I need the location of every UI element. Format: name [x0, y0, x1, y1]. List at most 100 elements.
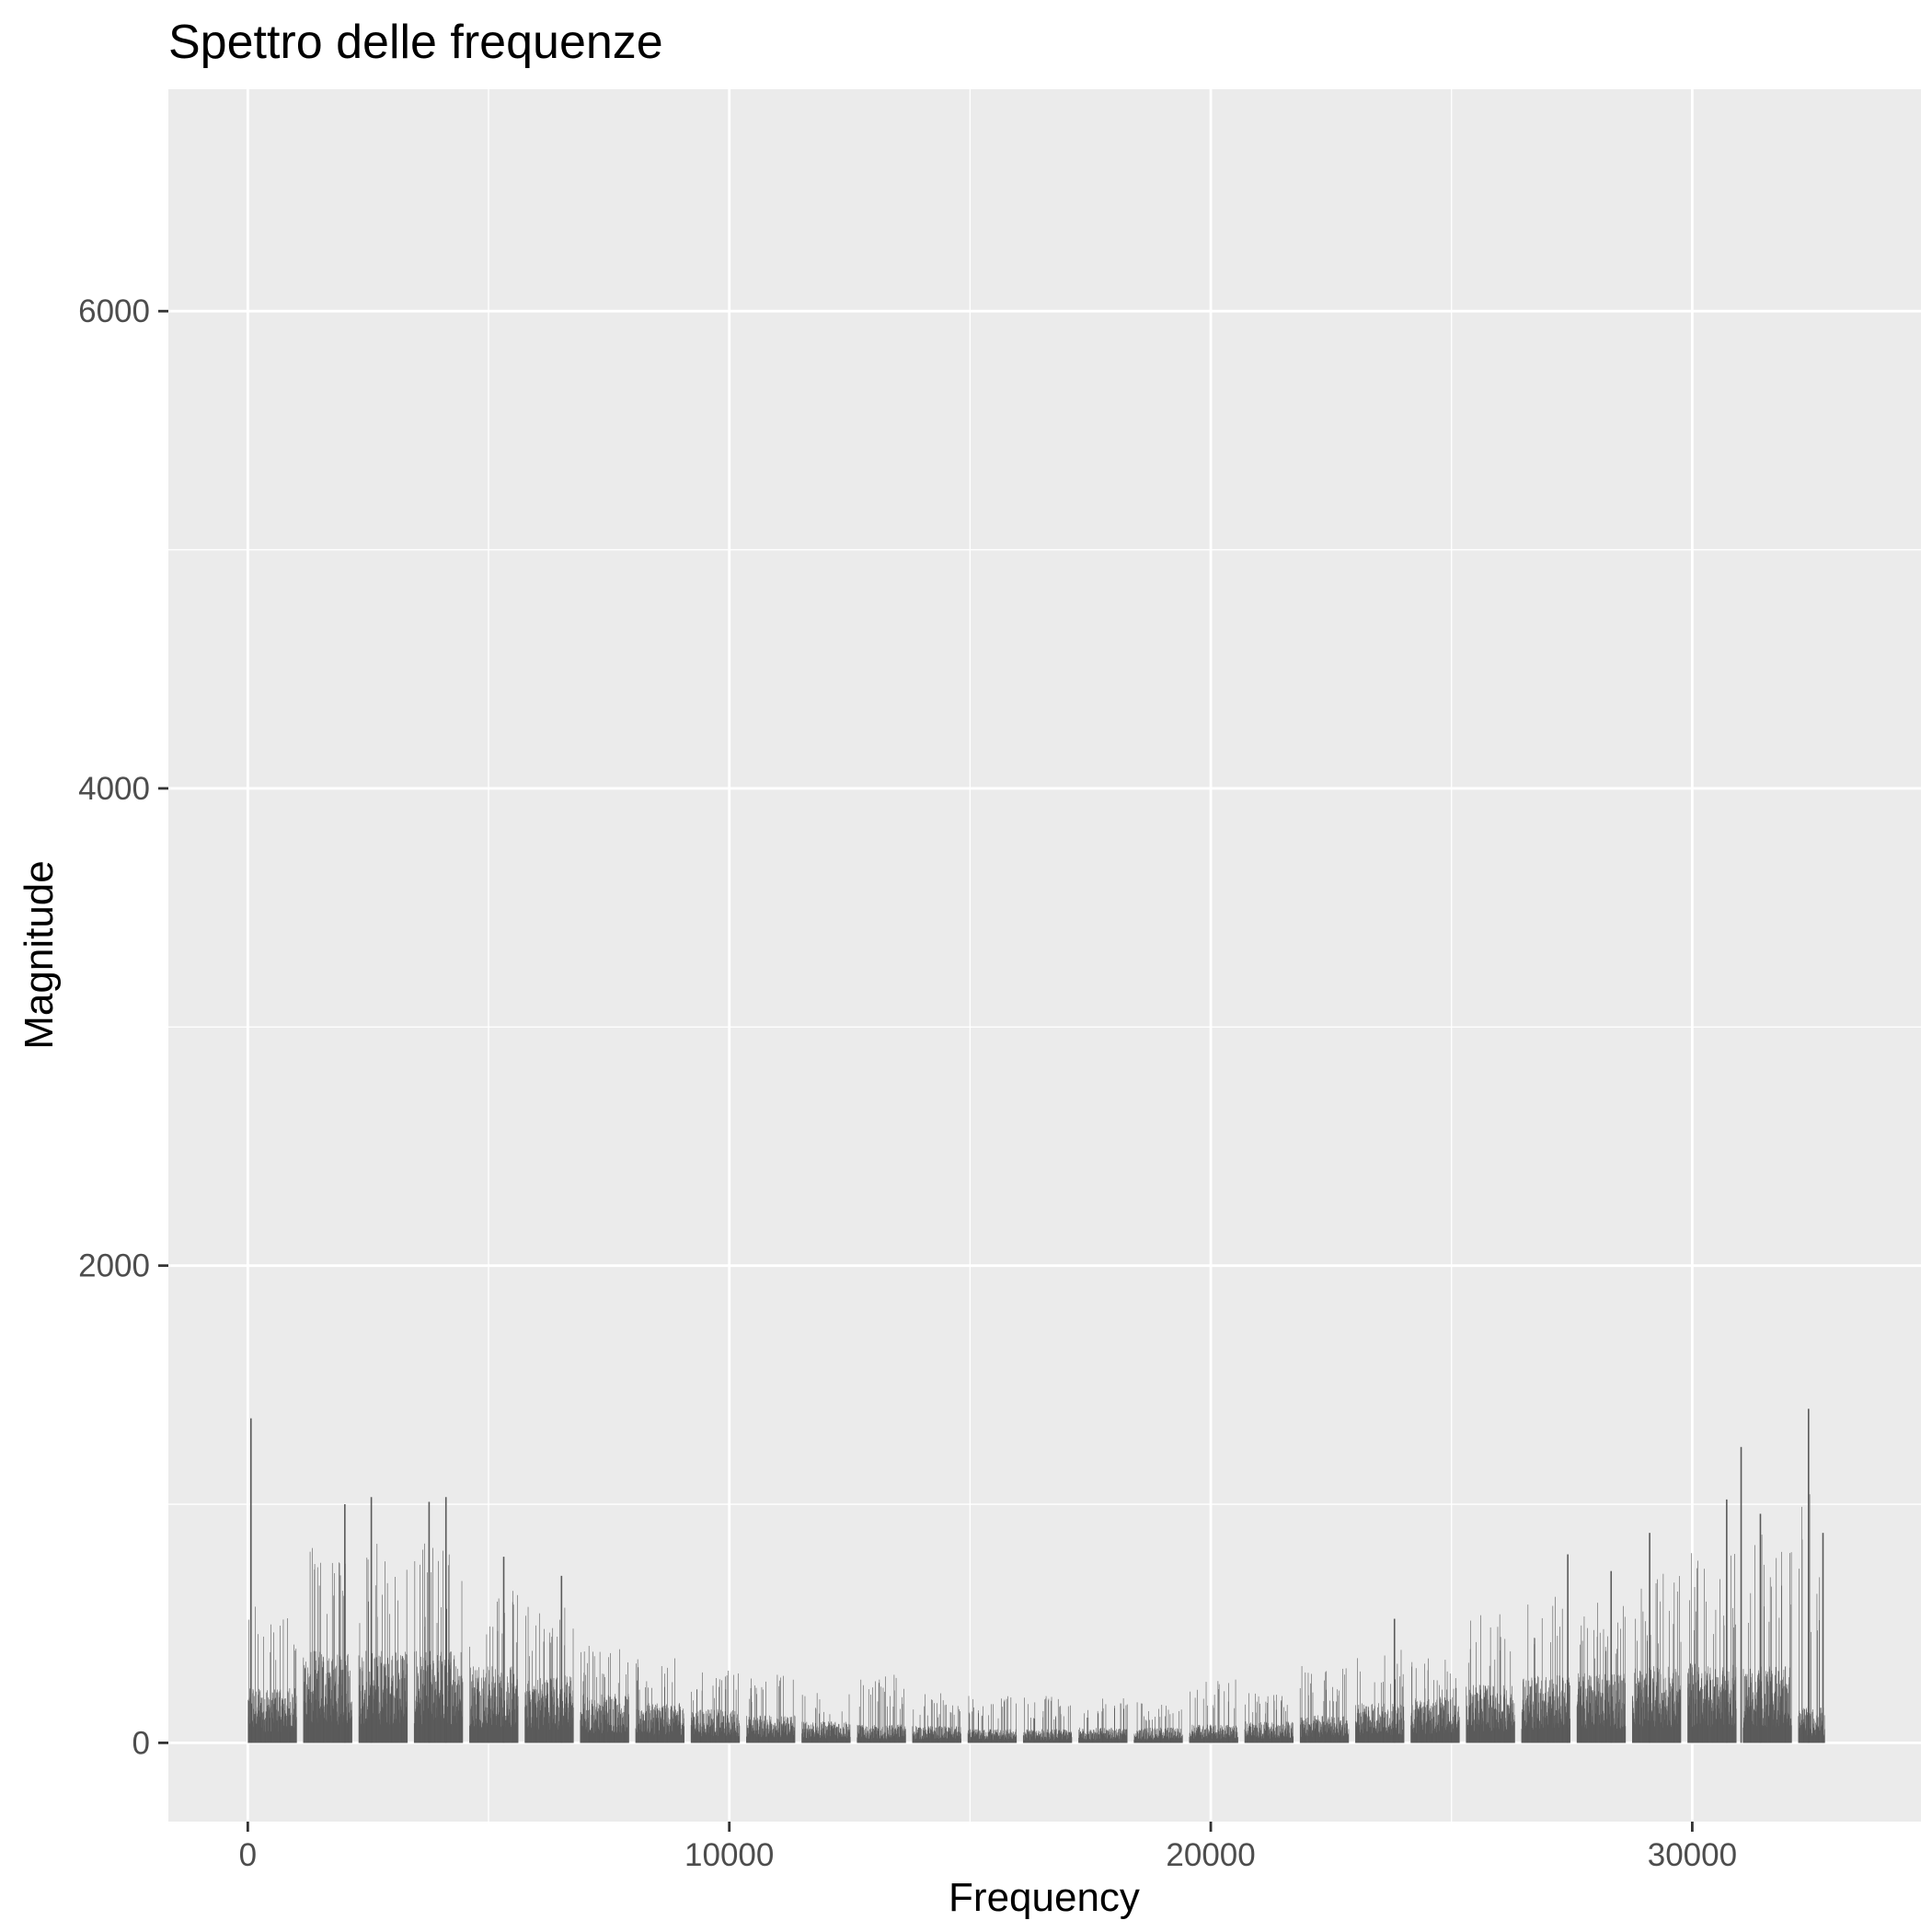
spectrum-bar [1506, 1690, 1507, 1743]
spectrum-bar [1791, 1725, 1792, 1743]
spectrum-bar [951, 1735, 953, 1743]
spectrum-bar [756, 1736, 758, 1743]
spectrum-bar [489, 1626, 490, 1743]
spectrum-bar [1540, 1693, 1541, 1743]
spectrum-bar [1403, 1707, 1405, 1743]
spectrum-bar [1696, 1568, 1697, 1743]
spectrum-bar [457, 1680, 459, 1743]
spectrum-bar [672, 1717, 673, 1743]
spectrum-bar [268, 1704, 270, 1743]
spectrum-bar [1103, 1732, 1105, 1743]
spectrum-bar [469, 1725, 470, 1743]
spectrum-bar [1147, 1739, 1148, 1743]
spectrum-bar [1602, 1722, 1603, 1743]
spectrum-bar [1290, 1737, 1291, 1743]
spectrum-bar [697, 1711, 699, 1743]
spectrum-bar [1719, 1698, 1720, 1743]
spectrum-bar [587, 1731, 589, 1743]
spectrum-bar [1368, 1720, 1370, 1743]
spectrum-bar [1639, 1686, 1640, 1743]
spectrum-bar [1438, 1714, 1440, 1743]
spectrum-bar [777, 1730, 778, 1743]
spectrum-bar [495, 1669, 496, 1743]
spectrum-bar [1305, 1735, 1306, 1743]
spectrum-bar [1702, 1688, 1704, 1743]
spectrum-bar [1006, 1739, 1008, 1743]
spectrum-bar [868, 1738, 870, 1743]
spectrum-bar [702, 1711, 704, 1743]
spectrum-bar [652, 1704, 653, 1743]
spectrum-bar [1311, 1723, 1313, 1743]
spectrum-bar [703, 1723, 705, 1743]
spectrum-bar [587, 1718, 589, 1743]
spectrum-bar [879, 1726, 880, 1743]
spectrum-bar [1386, 1728, 1388, 1743]
spectrum-bar [438, 1698, 440, 1743]
spectrum-bar [1036, 1732, 1037, 1743]
spectrum-bar [1586, 1696, 1588, 1743]
spectrum-bar [1010, 1738, 1012, 1743]
spectrum-bar [1286, 1733, 1287, 1743]
spectrum-bar [1049, 1733, 1051, 1743]
spectrum-bar [383, 1692, 385, 1743]
spectrum-bar [1673, 1582, 1675, 1743]
spectrum-bar [1067, 1738, 1068, 1743]
spectrum-bar [1257, 1727, 1258, 1743]
spectrum-bar [1539, 1725, 1541, 1743]
spectrum-bar [757, 1723, 759, 1743]
spectrum-bar [1168, 1732, 1170, 1743]
spectrum-bar [265, 1718, 266, 1743]
spectrum-bar [832, 1725, 834, 1743]
spectrum-bar [458, 1676, 460, 1743]
spectrum-bar [828, 1736, 830, 1743]
spectrum-bar [1421, 1719, 1423, 1743]
spectrum-bar [709, 1713, 711, 1743]
spectrum-bar [1253, 1724, 1255, 1743]
spectrum-bar [830, 1727, 832, 1743]
spectrum-bar [1419, 1711, 1420, 1743]
spectrum-bar [1653, 1720, 1655, 1743]
spectrum-bar [1435, 1702, 1436, 1743]
spectrum-bar [828, 1725, 830, 1743]
spectrum-bar [866, 1732, 868, 1743]
spectrum-bar [1643, 1702, 1645, 1743]
spectrum-bar [365, 1718, 367, 1743]
spectrum-bar [460, 1676, 462, 1743]
spectrum-bar [652, 1721, 654, 1743]
spectrum-bar [954, 1731, 955, 1743]
spectrum-bar [1047, 1729, 1048, 1743]
spectrum-bar [747, 1733, 749, 1743]
spectrum-bar [1613, 1718, 1615, 1743]
spectrum-bar [1424, 1663, 1425, 1743]
spectrum-bar [417, 1673, 419, 1743]
spectrum-bar [1777, 1696, 1778, 1743]
spectrum-bar [1114, 1705, 1115, 1743]
spectrum-bar [871, 1729, 873, 1743]
spectrum-bar [1285, 1736, 1287, 1743]
spectrum-bar [735, 1689, 737, 1743]
spectrum-bar [1619, 1727, 1621, 1743]
spectrum-bar [1263, 1738, 1265, 1743]
spectrum-bar [1320, 1722, 1321, 1743]
spectrum-bar [291, 1726, 293, 1743]
spectrum-bar [816, 1735, 817, 1743]
spectrum-bar [1742, 1722, 1744, 1743]
spectrum-bar [1112, 1732, 1113, 1743]
spectrum-bar [1773, 1693, 1775, 1743]
spectrum-bar [726, 1726, 727, 1743]
spectrum-bar [437, 1672, 439, 1743]
spectrum-bar [1096, 1732, 1098, 1743]
spectrum-bar [1614, 1725, 1615, 1743]
spectrum-bar [1512, 1721, 1514, 1743]
spectrum-bar [878, 1683, 880, 1743]
spectrum-bar [1492, 1716, 1493, 1743]
spectrum-bar [387, 1687, 389, 1743]
spectrum-bar [1558, 1727, 1559, 1743]
spectrum-bar [1344, 1674, 1345, 1743]
spectrum-bar [361, 1713, 362, 1743]
spectrum-bar [678, 1720, 679, 1743]
spectrum-bar [759, 1736, 760, 1743]
spectrum-bar [1451, 1731, 1453, 1743]
spectrum-bar [1506, 1731, 1508, 1743]
spectrum-bar [1105, 1737, 1106, 1743]
